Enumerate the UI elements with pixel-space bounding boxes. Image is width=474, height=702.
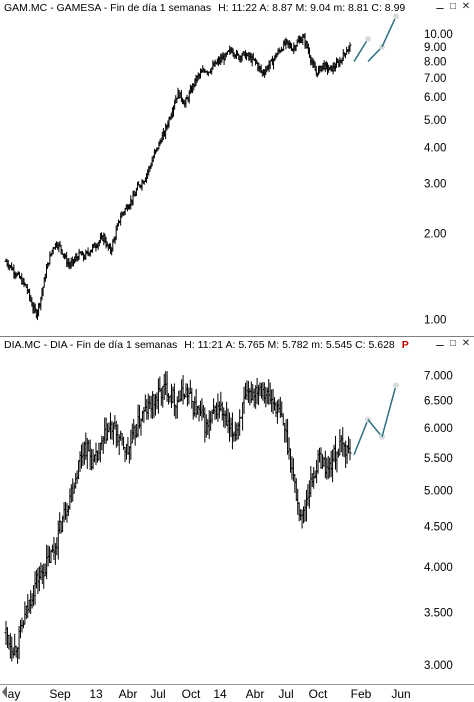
x-tick-label: Sep bbox=[49, 687, 71, 701]
scroll-left-icon[interactable] bbox=[2, 686, 7, 698]
x-tick-label: Jun bbox=[391, 687, 411, 701]
y-tick-label: 5.000 bbox=[424, 485, 453, 497]
y-tick-label: 2.00 bbox=[424, 229, 446, 241]
projection-node bbox=[393, 382, 399, 389]
dia-price-chart[interactable]: 3.000 3.500 4.000 4.500 5.000 5.500 6.000 6.500… bbox=[0, 337, 474, 682]
y-tick-label: 6.00 bbox=[424, 92, 446, 104]
panel-divider[interactable] bbox=[0, 336, 474, 337]
projection-segment bbox=[367, 46, 383, 63]
projection-segment bbox=[353, 38, 369, 62]
x-tick-label: Oct bbox=[181, 687, 201, 701]
x-tick-label: Feb bbox=[350, 687, 372, 701]
y-tick-label: 4.00 bbox=[424, 143, 446, 155]
price-bars bbox=[4, 371, 352, 664]
close-icon[interactable]: ✕ bbox=[461, 1, 471, 12]
y-tick-label: 3.500 bbox=[424, 608, 453, 620]
indicator-flag: P bbox=[401, 339, 409, 351]
chart-title-bar: GAM.MC - GAMESA - Fin de día 1 semanas H… bbox=[0, 0, 414, 16]
gamesa-price-chart[interactable]: 1.00 2.00 3.00 4.00 5.00 6.00 7.00 8.00 9.0010.0… bbox=[0, 0, 474, 336]
y-tick-label: 6.000 bbox=[424, 423, 453, 435]
x-tick-label: Abr bbox=[118, 687, 138, 701]
minimize-icon[interactable]: ⚊ bbox=[435, 338, 445, 349]
price-bar bbox=[348, 42, 352, 52]
y-tick-label: 9.00 bbox=[424, 42, 446, 54]
y-tick-label: 5.00 bbox=[424, 115, 446, 127]
chart-title-bar: DIA.MC - DIA - Fin de día 1 semanas H: 1… bbox=[0, 337, 414, 353]
y-tick-label: 5.500 bbox=[424, 453, 453, 465]
y-tick-label: 1.00 bbox=[424, 315, 446, 327]
y-tick-label: 6.500 bbox=[424, 396, 453, 408]
chart-symbol-title: GAM.MC - GAMESA - Fin de día 1 semanas bbox=[4, 2, 212, 14]
x-tick-label: Jul bbox=[278, 687, 294, 701]
projection-segment bbox=[381, 385, 397, 437]
y-tick-label: 7.000 bbox=[424, 370, 453, 382]
y-tick-label: 4.000 bbox=[424, 562, 453, 574]
chart-symbol-title: DIA.MC - DIA - Fin de día 1 semanas bbox=[4, 339, 178, 351]
close-icon[interactable]: ✕ bbox=[461, 338, 471, 349]
projection-node bbox=[365, 35, 371, 42]
minimize-icon[interactable]: ⚊ bbox=[435, 1, 445, 12]
y-tick-label: 4.500 bbox=[424, 522, 453, 534]
ohlc-readout: H: 11:22 A: 8.87 M: 9.04 m: 8.81 C: 8.99 bbox=[218, 2, 406, 14]
x-tick-label: Abr bbox=[245, 687, 265, 701]
price-bars bbox=[4, 32, 352, 321]
y-tick-label: 3.00 bbox=[424, 178, 446, 190]
x-tick-label: Jul bbox=[150, 687, 166, 701]
x-tick-label: 13 bbox=[89, 687, 103, 701]
projection-segment bbox=[381, 16, 397, 48]
x-tick-label: Oct bbox=[308, 687, 328, 701]
gamesa-chart-panel[interactable]: GAM.MC - GAMESA - Fin de día 1 semanas H… bbox=[0, 0, 474, 336]
projection-node bbox=[379, 433, 385, 440]
dia-chart-panel[interactable]: DIA.MC - DIA - Fin de día 1 semanas H: 1… bbox=[0, 337, 474, 682]
ohlc-readout: H: 11:21 A: 5.765 M: 5.782 m: 5.545 C: 5… bbox=[184, 339, 395, 351]
projection-line bbox=[353, 382, 399, 456]
price-bar bbox=[348, 438, 352, 461]
projection-segment bbox=[353, 419, 369, 456]
maximize-icon[interactable]: □ bbox=[449, 338, 457, 349]
x-tick-label: 14 bbox=[213, 687, 227, 701]
maximize-icon[interactable]: □ bbox=[449, 1, 457, 12]
projection-node bbox=[393, 13, 399, 20]
x-tick-label: ay bbox=[7, 687, 21, 701]
y-tick-label: 3.000 bbox=[424, 660, 453, 672]
y-tick-label: 10.00 bbox=[424, 29, 453, 41]
y-tick-label: 7.00 bbox=[424, 73, 446, 85]
y-tick-label: 8.00 bbox=[424, 57, 446, 69]
projection-segment bbox=[367, 419, 383, 438]
projection-line bbox=[353, 13, 399, 63]
time-axis[interactable]: ay Sep 13 Abr Jul Oct 14 Abr Jul Oct Feb Jun bbox=[0, 684, 474, 702]
